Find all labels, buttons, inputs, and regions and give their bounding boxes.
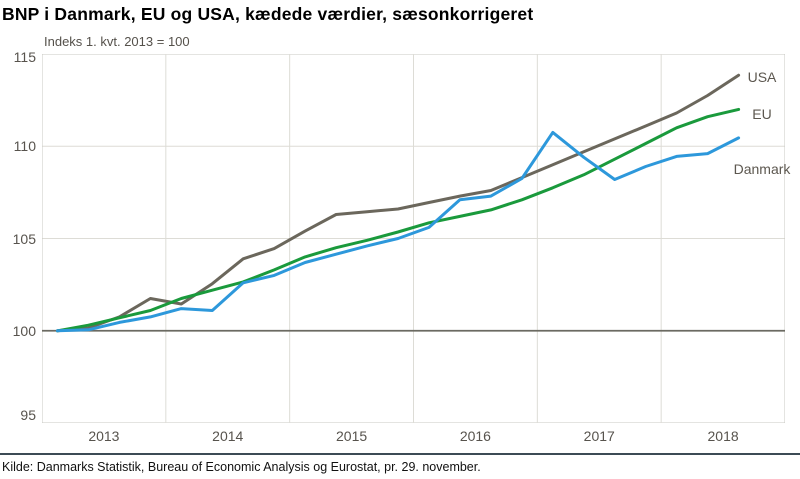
line-usa — [56, 73, 741, 333]
x-tick-label: 2016 — [459, 428, 491, 444]
chart-area: 95 100 105 110 115 2013 2014 2015 2016 2017 2018 US… — [12, 49, 791, 444]
series-label-usa: USA — [747, 69, 777, 86]
y-tick-label: 100 — [12, 322, 36, 339]
series-label-danmark: Danmark — [733, 160, 791, 177]
y-tick-label: 115 — [13, 49, 36, 65]
line-danmark — [56, 130, 741, 333]
chart-subtitle: Indeks 1. kvt. 2013 = 100 — [44, 34, 190, 49]
y-tick-label: 110 — [13, 138, 36, 155]
source-note: Kilde: Danmarks Statistik, Bureau of Eco… — [2, 460, 481, 474]
series-label-eu: EU — [752, 106, 772, 123]
footer-divider — [0, 453, 800, 455]
x-tick-label: 2017 — [583, 428, 615, 444]
x-tick-label: 2013 — [88, 428, 120, 444]
x-tick-label: 2014 — [212, 428, 244, 444]
x-tick-label: 2015 — [336, 428, 368, 444]
y-tick-label: 95 — [20, 407, 36, 423]
y-tick-label: 105 — [12, 230, 36, 247]
plot-svg — [42, 54, 785, 423]
line-eu — [56, 107, 741, 333]
chart-title: BNP i Danmark, EU og USA, kædede værdier… — [2, 4, 534, 24]
x-tick-label: 2018 — [707, 428, 739, 444]
